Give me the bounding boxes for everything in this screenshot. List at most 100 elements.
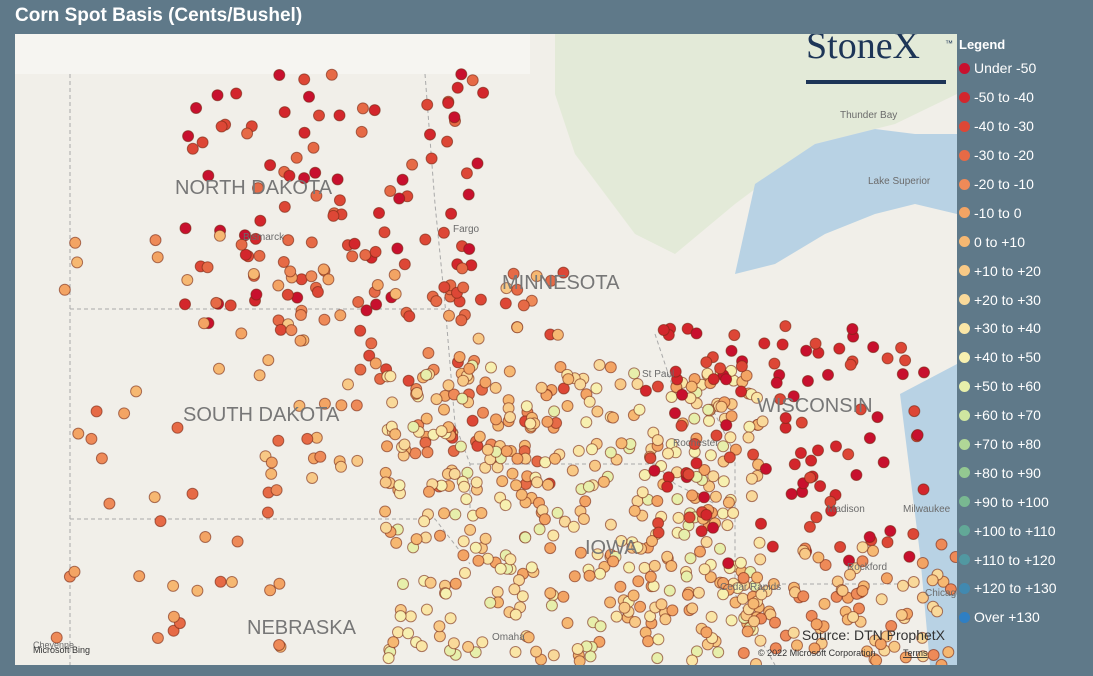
legend-item[interactable]: Over +130	[957, 603, 1093, 632]
location-dot[interactable]	[500, 445, 513, 458]
location-dot[interactable]	[836, 584, 849, 597]
location-dot[interactable]	[411, 387, 423, 399]
location-dot[interactable]	[247, 268, 260, 280]
location-dot[interactable]	[727, 507, 740, 519]
location-dot[interactable]	[735, 360, 748, 373]
location-dot[interactable]	[149, 234, 162, 247]
location-dot[interactable]	[646, 535, 658, 547]
location-dot[interactable]	[342, 378, 354, 391]
location-dot[interactable]	[439, 587, 452, 600]
location-dot[interactable]	[597, 475, 610, 488]
location-dot[interactable]	[443, 309, 455, 322]
location-dot[interactable]	[710, 429, 723, 442]
location-dot[interactable]	[745, 472, 758, 485]
location-dot[interactable]	[235, 327, 248, 340]
legend-item[interactable]: +30 to +40	[957, 314, 1093, 343]
location-dot[interactable]	[604, 518, 617, 531]
location-dot[interactable]	[562, 373, 575, 386]
location-dot[interactable]	[389, 428, 402, 441]
location-dot[interactable]	[182, 130, 195, 143]
location-dot[interactable]	[589, 459, 601, 472]
location-dot[interactable]	[415, 640, 428, 653]
location-dot[interactable]	[380, 521, 392, 534]
location-dot[interactable]	[662, 447, 674, 460]
location-dot[interactable]	[755, 588, 768, 601]
location-dot[interactable]	[351, 454, 364, 467]
location-dot[interactable]	[698, 563, 711, 576]
location-dot[interactable]	[795, 416, 808, 429]
location-dot[interactable]	[714, 542, 726, 555]
location-dot[interactable]	[896, 368, 909, 381]
location-dot[interactable]	[525, 561, 538, 574]
location-dot[interactable]	[899, 651, 912, 664]
location-dot[interactable]	[202, 169, 215, 182]
location-dot[interactable]	[627, 589, 640, 602]
location-dot[interactable]	[682, 468, 695, 481]
location-dot[interactable]	[305, 270, 318, 283]
location-dot[interactable]	[594, 567, 606, 580]
location-dot[interactable]	[265, 467, 278, 480]
location-dot[interactable]	[441, 135, 454, 148]
location-dot[interactable]	[750, 658, 762, 666]
location-dot[interactable]	[665, 560, 678, 572]
location-dot[interactable]	[425, 152, 438, 165]
location-dot[interactable]	[707, 521, 719, 534]
location-dot[interactable]	[273, 69, 286, 81]
location-dot[interactable]	[449, 577, 462, 590]
location-dot[interactable]	[511, 321, 524, 334]
location-dot[interactable]	[776, 338, 789, 351]
location-dot[interactable]	[457, 549, 470, 562]
location-dot[interactable]	[448, 468, 461, 480]
location-dot[interactable]	[720, 373, 733, 386]
location-dot[interactable]	[433, 630, 446, 643]
location-dot[interactable]	[533, 523, 546, 536]
location-dot[interactable]	[283, 169, 296, 182]
location-dot[interactable]	[506, 467, 519, 480]
location-dot[interactable]	[675, 419, 688, 432]
location-dot[interactable]	[607, 555, 620, 568]
location-dot[interactable]	[457, 281, 470, 294]
location-dot[interactable]	[290, 151, 303, 164]
location-dot[interactable]	[262, 354, 275, 367]
location-dot[interactable]	[293, 399, 306, 412]
location-dot[interactable]	[508, 583, 521, 596]
location-dot[interactable]	[830, 440, 842, 453]
location-dot[interactable]	[438, 403, 450, 416]
location-dot[interactable]	[519, 531, 532, 544]
location-dot[interactable]	[818, 597, 831, 610]
location-dot[interactable]	[196, 136, 209, 149]
location-dot[interactable]	[861, 645, 873, 658]
location-dot[interactable]	[298, 73, 311, 86]
location-dot[interactable]	[442, 379, 455, 392]
location-dot[interactable]	[68, 565, 81, 578]
location-dot[interactable]	[235, 238, 248, 251]
location-dot[interactable]	[737, 647, 750, 659]
location-dot[interactable]	[907, 528, 920, 540]
location-dot[interactable]	[561, 617, 574, 629]
location-dot[interactable]	[704, 571, 717, 584]
location-dot[interactable]	[58, 283, 71, 296]
location-dot[interactable]	[614, 378, 627, 391]
location-dot[interactable]	[333, 109, 346, 122]
location-dot[interactable]	[531, 476, 544, 489]
location-dot[interactable]	[680, 570, 693, 583]
location-dot[interactable]	[579, 495, 592, 508]
location-dot[interactable]	[456, 392, 469, 405]
location-dot[interactable]	[274, 323, 287, 336]
location-dot[interactable]	[264, 159, 277, 172]
location-dot[interactable]	[499, 499, 512, 512]
location-dot[interactable]	[463, 362, 476, 375]
location-dot[interactable]	[604, 596, 617, 609]
location-dot[interactable]	[306, 472, 319, 484]
location-dot[interactable]	[69, 236, 82, 249]
location-dot[interactable]	[867, 341, 880, 354]
legend-item[interactable]: 0 to +10	[957, 227, 1093, 256]
location-dot[interactable]	[335, 399, 348, 412]
location-dot[interactable]	[334, 309, 347, 322]
location-dot[interactable]	[558, 515, 571, 528]
location-dot[interactable]	[623, 561, 636, 574]
location-dot[interactable]	[644, 452, 657, 465]
location-dot[interactable]	[737, 572, 750, 584]
location-dot[interactable]	[389, 287, 402, 300]
location-dot[interactable]	[740, 369, 753, 382]
